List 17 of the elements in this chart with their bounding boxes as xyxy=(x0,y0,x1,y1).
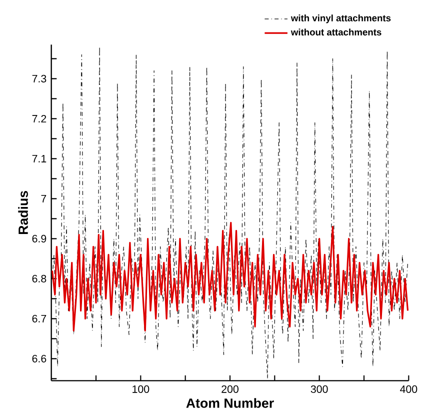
y-tick-label: 6.7 xyxy=(32,314,46,322)
y-tick-label: 7.1 xyxy=(32,155,46,162)
legend-label: without attachments xyxy=(290,28,382,36)
y-tick-label: 6.8 xyxy=(32,274,46,282)
legend-label: with vinyl attachments xyxy=(290,14,391,24)
y-tick-label: 7.2 xyxy=(32,114,46,122)
y-tick-label: 6.9 xyxy=(32,234,46,242)
x-tick-label: 400 xyxy=(400,385,418,393)
line-series xyxy=(51,222,409,332)
y-tick-label: 7 xyxy=(41,195,46,202)
y-axis-title: Radius xyxy=(18,190,28,234)
y-tick-label: 7.3 xyxy=(32,74,46,82)
x-axis-title: Atom Number xyxy=(186,398,274,408)
x-tick-label: 200 xyxy=(222,385,238,393)
x-tick-label: 100 xyxy=(132,385,150,393)
y-tick-label: 6.6 xyxy=(32,354,46,362)
x-tick-label: 300 xyxy=(310,385,328,393)
